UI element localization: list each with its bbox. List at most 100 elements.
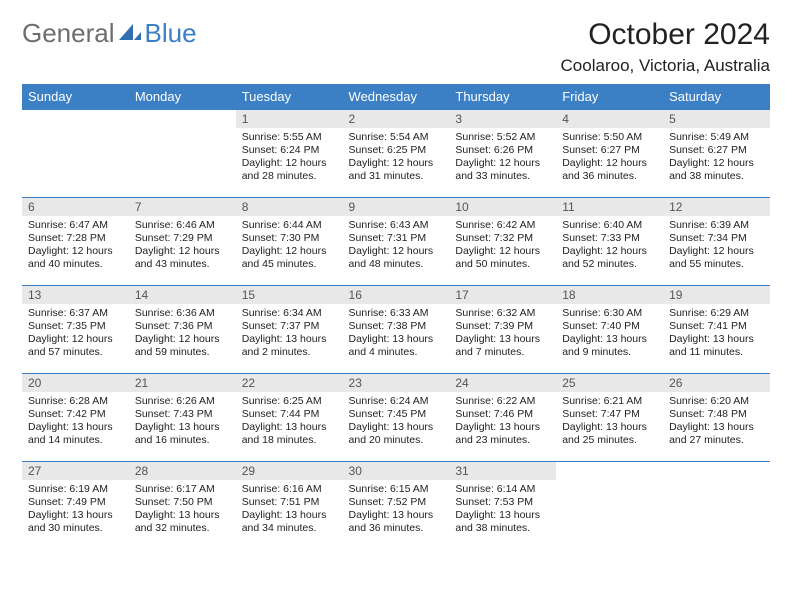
calendar-day-cell: 23Sunrise: 6:24 AMSunset: 7:45 PMDayligh…	[343, 374, 450, 462]
day-details: Sunrise: 5:55 AMSunset: 6:24 PMDaylight:…	[236, 128, 343, 188]
sunset-text: Sunset: 6:26 PM	[455, 144, 550, 157]
day-number: 28	[129, 462, 236, 480]
day-details: Sunrise: 6:43 AMSunset: 7:31 PMDaylight:…	[343, 216, 450, 276]
calendar-day-cell	[22, 110, 129, 198]
logo-text-general: General	[22, 18, 115, 49]
sunset-text: Sunset: 7:52 PM	[349, 496, 444, 509]
day-number: 23	[343, 374, 450, 392]
day-details: Sunrise: 6:32 AMSunset: 7:39 PMDaylight:…	[449, 304, 556, 364]
daylight-text: Daylight: 12 hours and 52 minutes.	[562, 245, 657, 271]
calendar-day-cell: 16Sunrise: 6:33 AMSunset: 7:38 PMDayligh…	[343, 286, 450, 374]
weekday-header: Saturday	[663, 84, 770, 110]
sunset-text: Sunset: 7:30 PM	[242, 232, 337, 245]
day-details: Sunrise: 6:22 AMSunset: 7:46 PMDaylight:…	[449, 392, 556, 452]
day-details: Sunrise: 6:25 AMSunset: 7:44 PMDaylight:…	[236, 392, 343, 452]
calendar-day-cell: 30Sunrise: 6:15 AMSunset: 7:52 PMDayligh…	[343, 462, 450, 550]
calendar-week-row: 6Sunrise: 6:47 AMSunset: 7:28 PMDaylight…	[22, 198, 770, 286]
daylight-text: Daylight: 12 hours and 50 minutes.	[455, 245, 550, 271]
sunset-text: Sunset: 7:46 PM	[455, 408, 550, 421]
logo-sail-icon	[117, 22, 143, 42]
logo-text-blue: Blue	[145, 18, 197, 49]
sunset-text: Sunset: 7:31 PM	[349, 232, 444, 245]
day-details: Sunrise: 6:47 AMSunset: 7:28 PMDaylight:…	[22, 216, 129, 276]
sunrise-text: Sunrise: 6:24 AM	[349, 395, 444, 408]
sunrise-text: Sunrise: 5:49 AM	[669, 131, 764, 144]
day-details: Sunrise: 6:21 AMSunset: 7:47 PMDaylight:…	[556, 392, 663, 452]
weekday-header: Tuesday	[236, 84, 343, 110]
day-details: Sunrise: 5:54 AMSunset: 6:25 PMDaylight:…	[343, 128, 450, 188]
calendar-day-cell	[663, 462, 770, 550]
weekday-header: Thursday	[449, 84, 556, 110]
daylight-text: Daylight: 12 hours and 40 minutes.	[28, 245, 123, 271]
daylight-text: Daylight: 13 hours and 20 minutes.	[349, 421, 444, 447]
sunset-text: Sunset: 7:49 PM	[28, 496, 123, 509]
calendar-day-cell: 26Sunrise: 6:20 AMSunset: 7:48 PMDayligh…	[663, 374, 770, 462]
day-number: 13	[22, 286, 129, 304]
day-number: 26	[663, 374, 770, 392]
calendar-table: Sunday Monday Tuesday Wednesday Thursday…	[22, 84, 770, 550]
sunrise-text: Sunrise: 6:14 AM	[455, 483, 550, 496]
sunrise-text: Sunrise: 5:52 AM	[455, 131, 550, 144]
daylight-text: Daylight: 13 hours and 16 minutes.	[135, 421, 230, 447]
sunset-text: Sunset: 7:48 PM	[669, 408, 764, 421]
daylight-text: Daylight: 12 hours and 38 minutes.	[669, 157, 764, 183]
day-number: 4	[556, 110, 663, 128]
sunrise-text: Sunrise: 5:50 AM	[562, 131, 657, 144]
calendar-week-row: 1Sunrise: 5:55 AMSunset: 6:24 PMDaylight…	[22, 110, 770, 198]
calendar-day-cell: 14Sunrise: 6:36 AMSunset: 7:36 PMDayligh…	[129, 286, 236, 374]
sunrise-text: Sunrise: 6:16 AM	[242, 483, 337, 496]
sunrise-text: Sunrise: 6:46 AM	[135, 219, 230, 232]
location-text: Coolaroo, Victoria, Australia	[561, 56, 770, 76]
calendar-day-cell	[556, 462, 663, 550]
day-number: 29	[236, 462, 343, 480]
day-number: 8	[236, 198, 343, 216]
sunrise-text: Sunrise: 6:40 AM	[562, 219, 657, 232]
calendar-day-cell: 10Sunrise: 6:42 AMSunset: 7:32 PMDayligh…	[449, 198, 556, 286]
sunset-text: Sunset: 7:34 PM	[669, 232, 764, 245]
calendar-day-cell: 9Sunrise: 6:43 AMSunset: 7:31 PMDaylight…	[343, 198, 450, 286]
calendar-day-cell	[129, 110, 236, 198]
title-block: October 2024 Coolaroo, Victoria, Austral…	[561, 18, 770, 76]
sunrise-text: Sunrise: 6:39 AM	[669, 219, 764, 232]
sunrise-text: Sunrise: 6:17 AM	[135, 483, 230, 496]
daylight-text: Daylight: 12 hours and 33 minutes.	[455, 157, 550, 183]
calendar-day-cell: 1Sunrise: 5:55 AMSunset: 6:24 PMDaylight…	[236, 110, 343, 198]
day-details: Sunrise: 6:33 AMSunset: 7:38 PMDaylight:…	[343, 304, 450, 364]
calendar-week-row: 20Sunrise: 6:28 AMSunset: 7:42 PMDayligh…	[22, 374, 770, 462]
sunrise-text: Sunrise: 6:21 AM	[562, 395, 657, 408]
sunset-text: Sunset: 6:27 PM	[562, 144, 657, 157]
calendar-day-cell: 17Sunrise: 6:32 AMSunset: 7:39 PMDayligh…	[449, 286, 556, 374]
day-details: Sunrise: 6:39 AMSunset: 7:34 PMDaylight:…	[663, 216, 770, 276]
weekday-header: Friday	[556, 84, 663, 110]
sunset-text: Sunset: 7:42 PM	[28, 408, 123, 421]
sunrise-text: Sunrise: 6:43 AM	[349, 219, 444, 232]
sunset-text: Sunset: 7:44 PM	[242, 408, 337, 421]
day-details: Sunrise: 6:14 AMSunset: 7:53 PMDaylight:…	[449, 480, 556, 540]
day-number	[22, 110, 129, 114]
day-number: 12	[663, 198, 770, 216]
day-number: 15	[236, 286, 343, 304]
calendar-day-cell: 25Sunrise: 6:21 AMSunset: 7:47 PMDayligh…	[556, 374, 663, 462]
daylight-text: Daylight: 13 hours and 4 minutes.	[349, 333, 444, 359]
calendar-day-cell: 3Sunrise: 5:52 AMSunset: 6:26 PMDaylight…	[449, 110, 556, 198]
sunrise-text: Sunrise: 6:34 AM	[242, 307, 337, 320]
day-details: Sunrise: 6:16 AMSunset: 7:51 PMDaylight:…	[236, 480, 343, 540]
calendar-day-cell: 31Sunrise: 6:14 AMSunset: 7:53 PMDayligh…	[449, 462, 556, 550]
daylight-text: Daylight: 13 hours and 14 minutes.	[28, 421, 123, 447]
calendar-day-cell: 6Sunrise: 6:47 AMSunset: 7:28 PMDaylight…	[22, 198, 129, 286]
sunset-text: Sunset: 7:53 PM	[455, 496, 550, 509]
month-title: October 2024	[561, 18, 770, 52]
day-number: 6	[22, 198, 129, 216]
sunrise-text: Sunrise: 6:47 AM	[28, 219, 123, 232]
sunrise-text: Sunrise: 6:32 AM	[455, 307, 550, 320]
calendar-day-cell: 11Sunrise: 6:40 AMSunset: 7:33 PMDayligh…	[556, 198, 663, 286]
day-details: Sunrise: 6:34 AMSunset: 7:37 PMDaylight:…	[236, 304, 343, 364]
sunset-text: Sunset: 7:35 PM	[28, 320, 123, 333]
weekday-header: Sunday	[22, 84, 129, 110]
day-number: 1	[236, 110, 343, 128]
day-number: 21	[129, 374, 236, 392]
calendar-day-cell: 28Sunrise: 6:17 AMSunset: 7:50 PMDayligh…	[129, 462, 236, 550]
daylight-text: Daylight: 12 hours and 28 minutes.	[242, 157, 337, 183]
daylight-text: Daylight: 12 hours and 48 minutes.	[349, 245, 444, 271]
weekday-header: Monday	[129, 84, 236, 110]
